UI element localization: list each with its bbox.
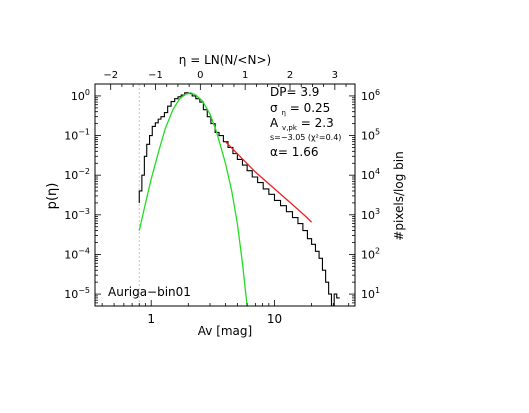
- x-tick-label: 10: [267, 312, 282, 326]
- y-tick-label: 10−2: [64, 167, 90, 182]
- x2-tick-label: 2: [287, 70, 293, 81]
- y2-tick-label: 104: [361, 167, 380, 182]
- histogram-curve: [138, 92, 340, 307]
- x2-tick-label: 0: [197, 70, 203, 81]
- apk-symbol: A: [270, 116, 279, 130]
- slope-annotation: s=−3.05 (χ²=0.4): [270, 133, 341, 142]
- x2-tick-label: −2: [103, 70, 118, 81]
- plot-frame: [94, 83, 356, 307]
- x-tick-label: 1: [147, 312, 155, 326]
- apk-value: = 2.3: [301, 116, 334, 130]
- top-axis-label: η = LN(N/<N>): [179, 53, 271, 67]
- x2-tick-label: 1: [242, 70, 248, 81]
- y-axis-label: p(η): [45, 183, 60, 210]
- y-tick-label: 10−1: [64, 128, 90, 143]
- dp-annotation: DP= 3.9: [270, 85, 319, 99]
- sigma-symbol: σ: [270, 101, 278, 115]
- apk-subscript: v,pk: [282, 124, 298, 132]
- right-axis-label: #pixels/log bin: [392, 151, 406, 240]
- x-axis-label: Av [mag]: [198, 324, 252, 338]
- alpha-annotation: α= 1.66: [270, 145, 319, 159]
- x2-tick-label: −1: [148, 70, 163, 81]
- sigma-subscript: η: [281, 109, 285, 117]
- sigma-annotation: σ η = 0.25: [270, 101, 330, 118]
- apk-annotation: A v,pk = 2.3: [270, 116, 334, 133]
- sigma-value: = 0.25: [290, 101, 331, 115]
- y2-tick-label: 101: [361, 286, 380, 301]
- y2-tick-label: 103: [361, 207, 380, 222]
- y-tick-label: 10−4: [64, 246, 90, 261]
- y-tick-label: 10−5: [64, 286, 90, 301]
- y2-tick-label: 106: [361, 88, 380, 103]
- x2-tick-label: 3: [332, 70, 338, 81]
- y-tick-label: 10−3: [64, 207, 90, 222]
- y2-tick-label: 102: [361, 246, 380, 261]
- lognormal_fit-curve: [138, 92, 248, 307]
- powerlaw_fit-curve: [224, 141, 313, 223]
- y2-tick-label: 105: [361, 128, 380, 143]
- region-label: Auriga−bin01: [108, 285, 191, 299]
- y-tick-label: 100: [71, 88, 90, 103]
